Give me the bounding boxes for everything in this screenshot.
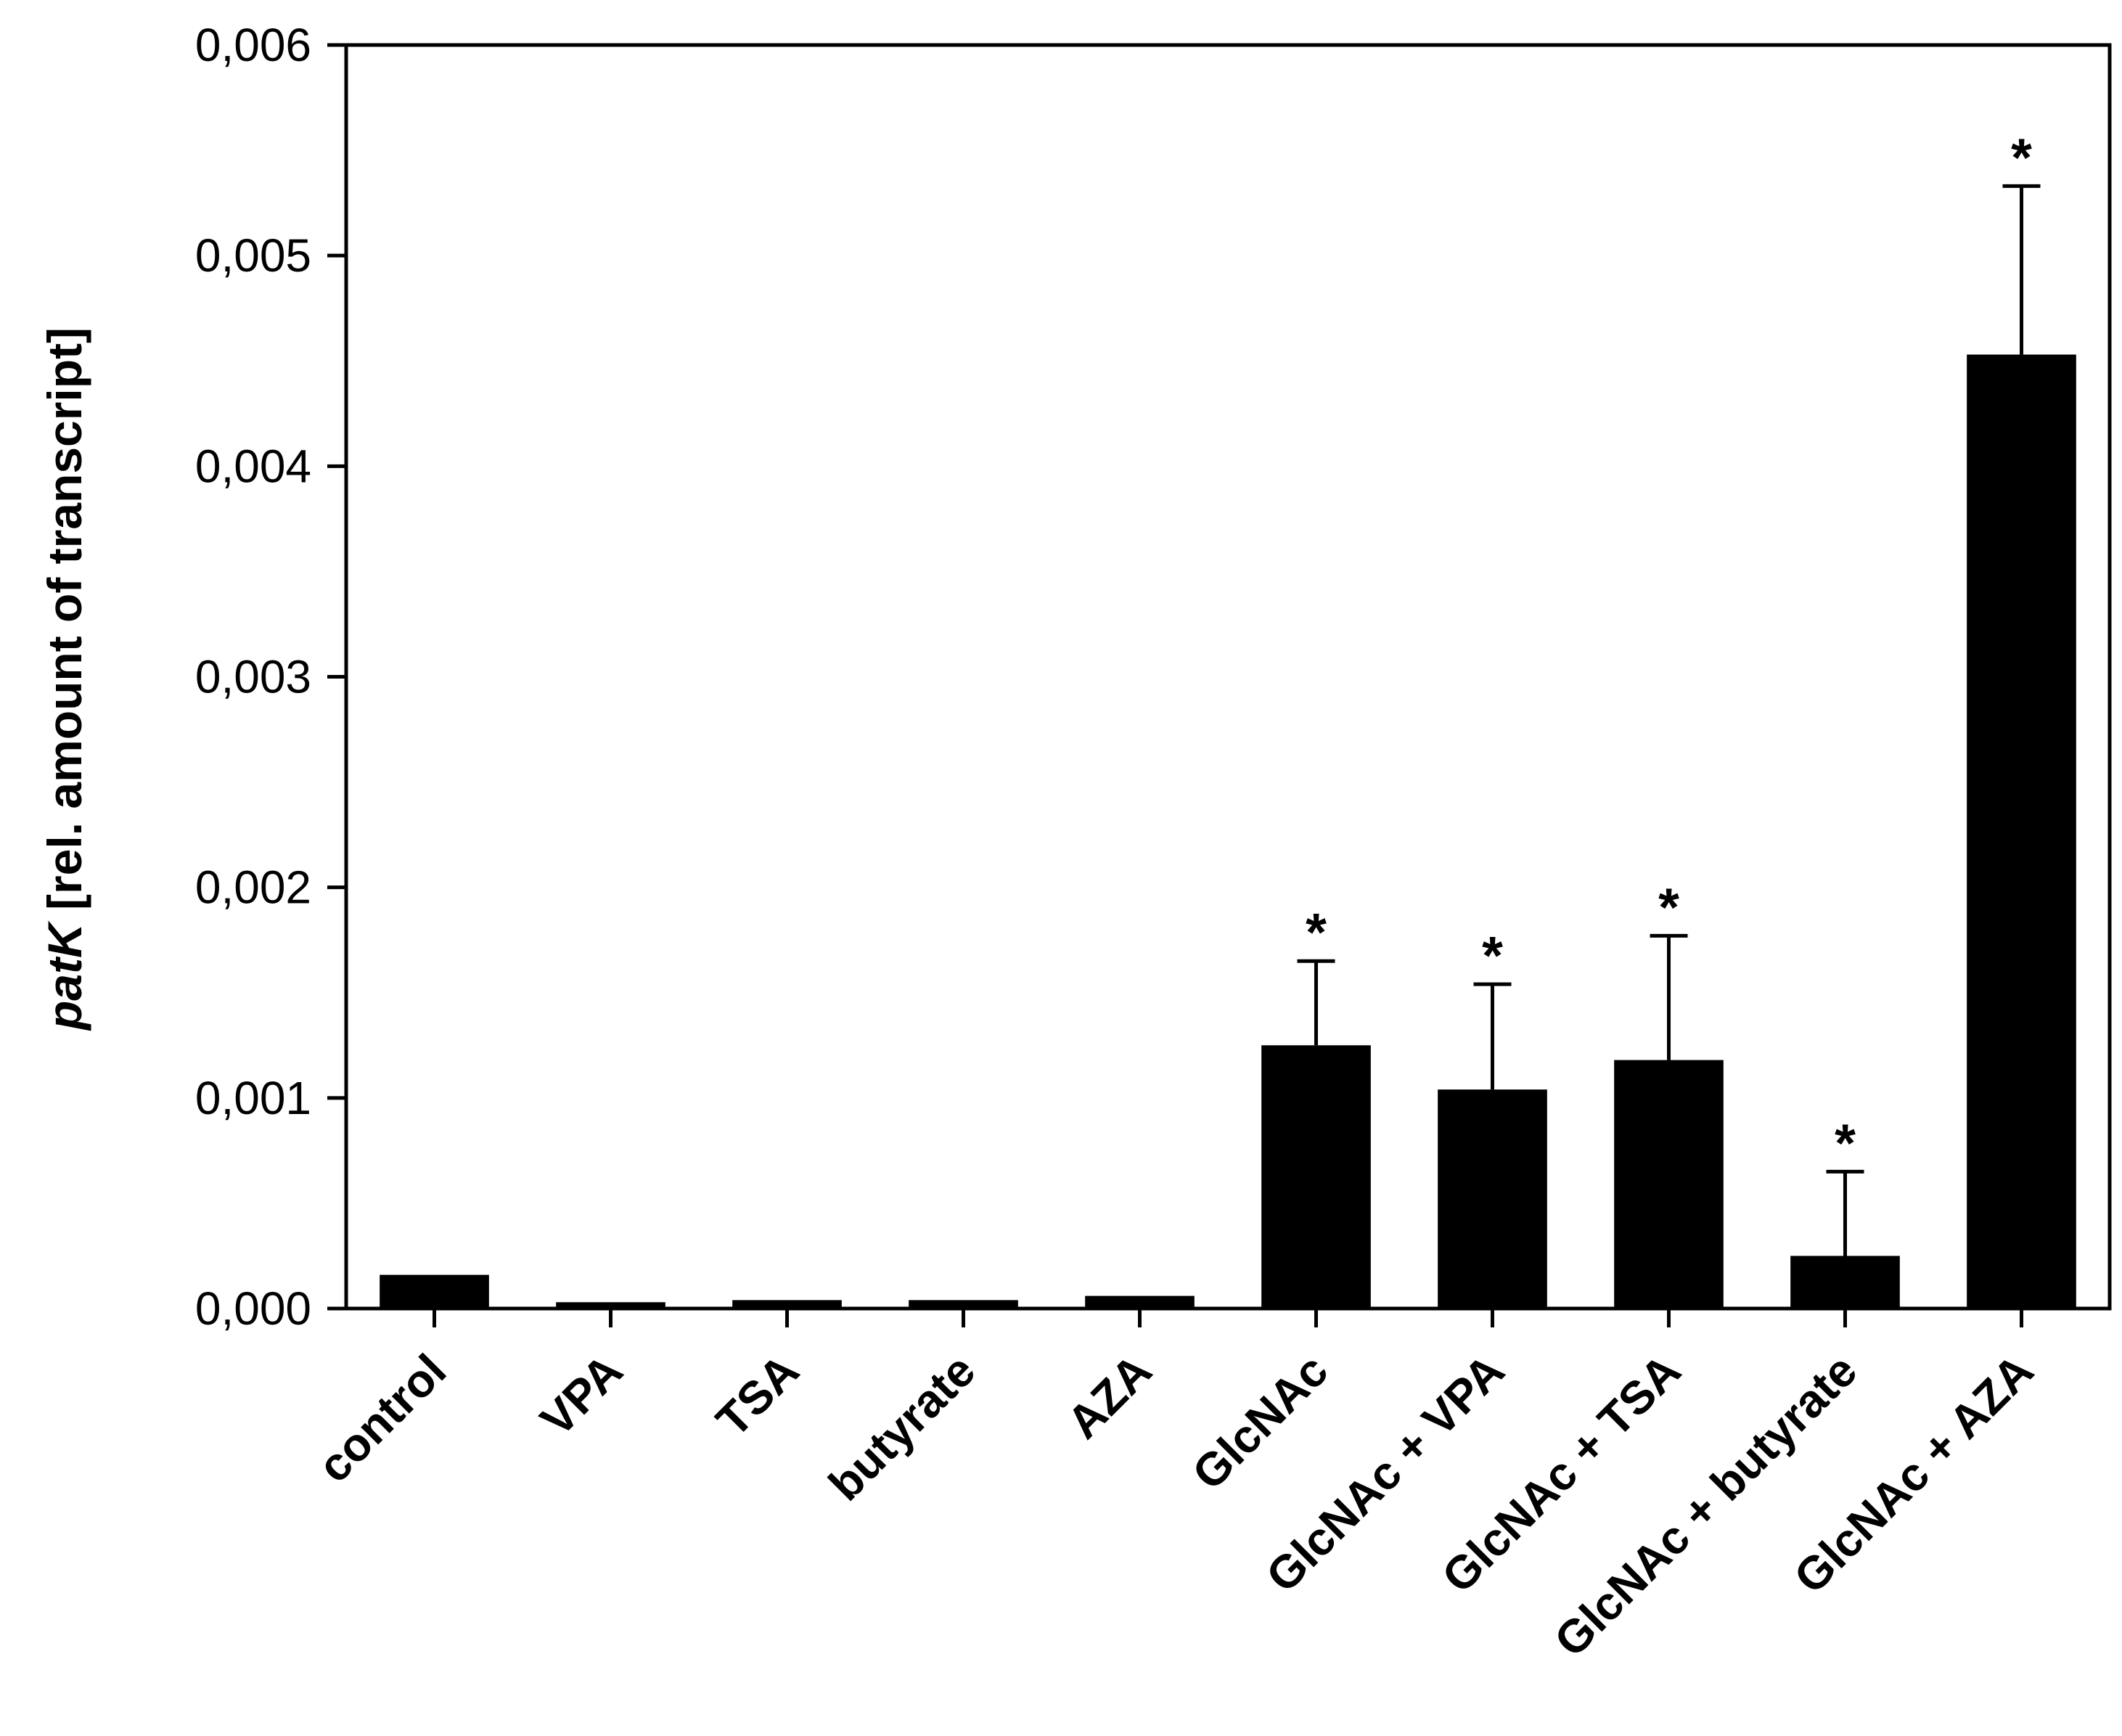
bar xyxy=(1614,1060,1724,1309)
bar xyxy=(909,1300,1018,1309)
error-bars xyxy=(1297,184,2041,1256)
y-axis-label-gene: patK xyxy=(38,920,91,1031)
plot-frame xyxy=(344,43,2112,1311)
x-category-label: VPA xyxy=(530,1344,633,1446)
bar xyxy=(380,1274,489,1309)
y-tick-label: 0,004 xyxy=(195,440,311,492)
x-category-label: GlcNAc + butyrate xyxy=(1544,1344,1867,1667)
significance-star: * xyxy=(1482,925,1503,986)
bar xyxy=(1790,1256,1900,1309)
y-tick-label: 0,000 xyxy=(195,1282,311,1335)
bar xyxy=(1085,1295,1195,1309)
y-tick-label: 0,001 xyxy=(195,1072,311,1124)
y-axis-label-unit: [rel. amount of transcript] xyxy=(38,327,91,923)
significance-star: * xyxy=(2011,127,2032,187)
y-tick-label: 0,006 xyxy=(195,19,311,71)
bar xyxy=(1438,1089,1547,1309)
y-axis-ticks: 0,000 0,001 0,002 0,003 0,004 0,005 0,006 xyxy=(195,19,346,1335)
x-category-label: GlcNAc xyxy=(1182,1344,1337,1499)
significance-star: * xyxy=(1835,1113,1856,1173)
x-category-label: AZA xyxy=(1057,1344,1161,1449)
bar xyxy=(1967,354,2076,1309)
significance-markers: * * * * * xyxy=(1306,127,2032,1173)
significance-star: * xyxy=(1306,902,1327,962)
y-tick-label: 0,002 xyxy=(195,861,311,914)
x-category-label: TSA xyxy=(706,1344,808,1446)
y-axis-label: patK [rel. amount of transcript] xyxy=(38,327,91,1031)
x-category-label: butyrate xyxy=(819,1344,985,1510)
x-category-label: control xyxy=(308,1344,456,1492)
bar xyxy=(556,1302,665,1309)
y-tick-label: 0,005 xyxy=(195,229,311,282)
significance-star: * xyxy=(1658,877,1679,937)
y-tick-label: 0,003 xyxy=(195,651,311,703)
bar xyxy=(1261,1045,1371,1309)
bars xyxy=(380,354,2076,1309)
bar xyxy=(732,1300,842,1309)
